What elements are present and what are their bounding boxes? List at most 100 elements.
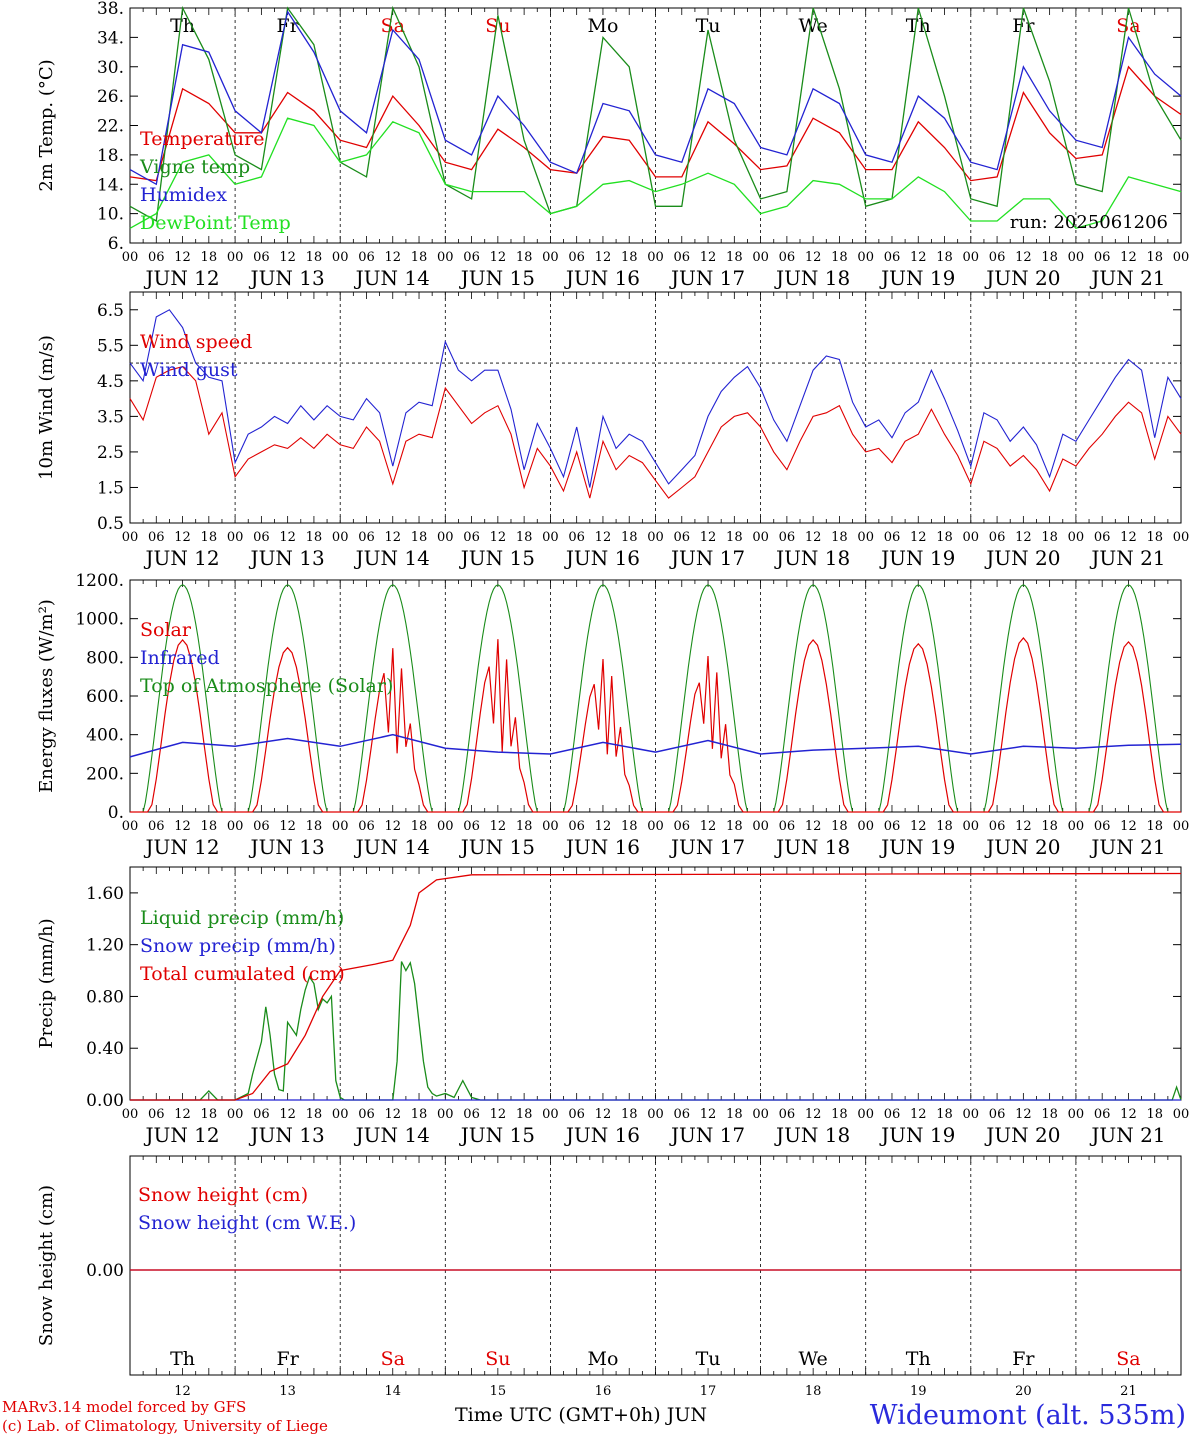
hour-label: 18 <box>201 250 218 265</box>
panel-2: 00 06 12 18 00 06 12 18 00 06 12 18 00 06 12 18 00 06 12 18… <box>36 291 1190 570</box>
date-label: JUN 15 <box>459 835 535 859</box>
date-label: JUN 16 <box>564 266 640 290</box>
weekday-label: Tu <box>696 15 721 37</box>
hour-label: 06 <box>358 1107 375 1122</box>
hour-label: 06 <box>674 530 691 545</box>
hour-label: 18 <box>306 250 323 265</box>
credit-line-2: (c) Lab. of Climatology, University of L… <box>2 1417 328 1435</box>
date-number: 19 <box>910 1384 927 1396</box>
hour-label: 12 <box>490 819 507 834</box>
hour-label: 12 <box>595 1107 612 1122</box>
legend-wind-gust: Wind gust <box>140 359 238 381</box>
date-label: JUN 20 <box>984 1123 1060 1147</box>
date-label: JUN 16 <box>564 835 640 859</box>
date-label: JUN 13 <box>249 266 325 290</box>
hour-label: 06 <box>358 250 375 265</box>
y-tick-label: 14. <box>97 175 124 195</box>
weekday-label: Sa <box>1116 15 1140 37</box>
hour-label: 12 <box>490 530 507 545</box>
hour-label: 12 <box>1120 530 1137 545</box>
hour-label: 12 <box>595 819 612 834</box>
series-line <box>129 309 1182 488</box>
date-label: JUN 14 <box>354 266 430 290</box>
panel-4: 00 06 12 18 00 06 12 18 00 06 12 18 00 06 12 18 00 06 12 18… <box>36 866 1190 1147</box>
hour-label: 18 <box>1146 530 1163 545</box>
date-label: JUN 20 <box>984 546 1060 570</box>
hour-label: 06 <box>568 250 585 265</box>
weekday-label: We <box>799 1348 828 1370</box>
hour-label: 00 <box>857 1107 874 1122</box>
y-tick-label: 0. <box>108 803 124 823</box>
hour-label: 06 <box>674 1107 691 1122</box>
hour-label: 18 <box>411 819 428 834</box>
legend-total-cumulated-cm: Total cumulated (cm) <box>140 963 345 985</box>
hour-label: 00 <box>437 819 454 834</box>
hour-label: 18 <box>621 250 638 265</box>
hour-label: 00 <box>857 819 874 834</box>
legend-solar: Solar <box>140 619 192 641</box>
hour-label: 06 <box>884 250 901 265</box>
y-tick-label: 6. <box>108 234 124 254</box>
date-label: JUN 19 <box>879 1123 955 1147</box>
series-line <box>129 10 1182 186</box>
hour-label: 12 <box>910 250 927 265</box>
weekday-label: Su <box>485 15 510 37</box>
y-tick-label: 0.80 <box>86 987 124 1007</box>
hour-label: 06 <box>674 819 691 834</box>
hour-label: 12 <box>910 1107 927 1122</box>
weekday-label: Mo <box>587 15 618 37</box>
date-label: JUN 13 <box>249 546 325 570</box>
y-tick-label: 400. <box>86 726 124 746</box>
hour-label: 18 <box>936 530 953 545</box>
hour-label: 00 <box>542 1107 559 1122</box>
hour-label: 06 <box>463 530 480 545</box>
hour-label: 06 <box>253 819 270 834</box>
hour-label: 12 <box>384 530 401 545</box>
hour-label: 18 <box>831 250 848 265</box>
legend-wind-speed: Wind speed <box>140 331 252 353</box>
weekday-label: Sa <box>1116 1348 1140 1370</box>
hour-label: 00 <box>1173 530 1190 545</box>
hour-label: 18 <box>306 530 323 545</box>
hour-label: 06 <box>463 250 480 265</box>
hour-label: 00 <box>1068 819 1085 834</box>
y-axis-label: Energy fluxes (W/m²) <box>36 599 57 793</box>
date-label: JUN 12 <box>143 266 219 290</box>
y-tick-label: 0.00 <box>86 1091 124 1111</box>
date-label: JUN 16 <box>564 1123 640 1147</box>
hour-label: 12 <box>384 819 401 834</box>
series-line <box>130 872 1182 1101</box>
hour-label: 00 <box>647 530 664 545</box>
hour-label: 00 <box>332 1107 349 1122</box>
date-label: JUN 13 <box>249 1123 325 1147</box>
legend-vigne-temp: Vigne temp <box>139 156 250 178</box>
hour-label: 18 <box>726 250 743 265</box>
hour-label: 12 <box>805 819 822 834</box>
hour-label: 00 <box>857 530 874 545</box>
legend-humidex: Humidex <box>140 184 227 206</box>
date-label: JUN 21 <box>1089 835 1165 859</box>
hour-label: 06 <box>674 250 691 265</box>
date-number: 16 <box>595 1384 612 1396</box>
series-line <box>129 65 1182 182</box>
hour-label: 12 <box>279 530 296 545</box>
date-number: 17 <box>700 1384 717 1396</box>
y-tick-label: 1.5 <box>97 478 124 498</box>
weekday-label: Fr <box>1012 15 1035 37</box>
panel-1: 00 06 12 18 00 06 12 18 00 06 12 18 00 06 12 18 00 06 12 18… <box>36 0 1189 290</box>
y-tick-label: 3.5 <box>97 407 124 427</box>
y-tick-label: 800. <box>86 648 124 668</box>
hour-label: 18 <box>726 530 743 545</box>
y-tick-label: 38. <box>97 0 124 19</box>
date-label: JUN 21 <box>1089 266 1165 290</box>
hour-label: 06 <box>989 819 1006 834</box>
hour-label: 12 <box>490 250 507 265</box>
panel-3: 00 06 12 18 00 06 12 18 00 06 12 18 00 06 12 18 00 06 12 18… <box>36 571 1189 859</box>
weekday-label: Th <box>170 1348 195 1370</box>
hour-label: 00 <box>1173 1107 1190 1122</box>
hour-label: 12 <box>1015 250 1032 265</box>
date-label: JUN 21 <box>1089 1123 1165 1147</box>
hour-label: 18 <box>411 530 428 545</box>
hour-label: 06 <box>1094 819 1111 834</box>
hour-label: 06 <box>253 250 270 265</box>
